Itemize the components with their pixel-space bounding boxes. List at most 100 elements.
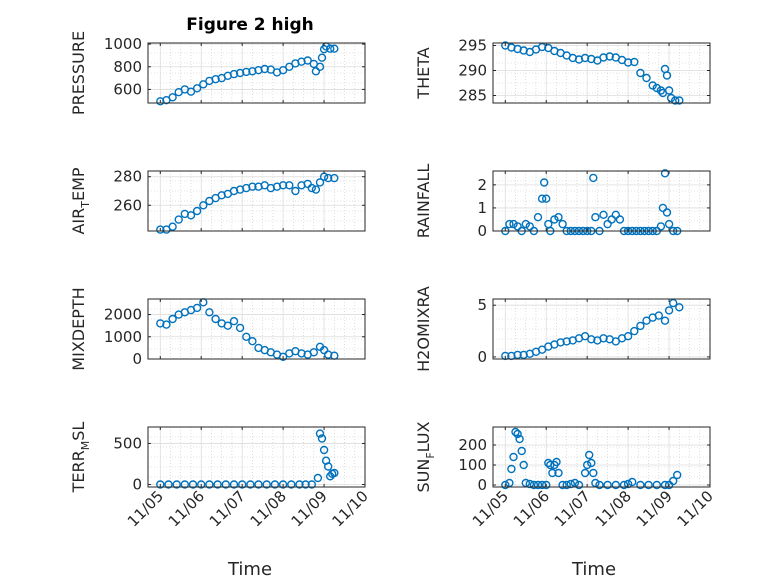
y-axis-label-main: PRESSURE (69, 31, 88, 115)
data-point (583, 460, 592, 470)
y-axis-label-tail: LUX (414, 421, 433, 452)
x-axis-label-right: Time (571, 559, 616, 580)
y-axis-label-main: RAINFALL (414, 164, 433, 239)
axes-box (147, 42, 366, 104)
y-tick-label: 500 (113, 434, 142, 452)
y-axis-label: SUNFLUX (414, 421, 437, 492)
data-point (278, 352, 288, 361)
data-point (664, 306, 674, 315)
data-point (554, 468, 563, 478)
data-point (662, 71, 672, 80)
data-point (278, 65, 288, 75)
data-point (595, 480, 604, 490)
y-axis-label-tail: SL (69, 422, 88, 441)
data-point (509, 219, 518, 229)
panel-theta: 285 290 295 THETA (414, 37, 711, 105)
data-point (229, 69, 239, 79)
data-point (330, 44, 339, 53)
y-tick-label: 295 (458, 37, 487, 55)
data-point (537, 480, 547, 490)
data-point (550, 215, 559, 224)
y-tick-label: 1 (477, 199, 487, 217)
y-axis-label-tail: EMP (69, 167, 88, 201)
data-point (505, 219, 514, 229)
data-point (636, 68, 645, 78)
data-point (587, 335, 596, 344)
data-point (180, 480, 190, 489)
data-point (287, 480, 296, 489)
data-point (199, 201, 208, 210)
data-point (285, 181, 294, 190)
y-axis-label: THETA (414, 47, 433, 99)
data-point (319, 345, 329, 355)
data-point (156, 97, 165, 106)
data-point (642, 73, 651, 83)
data-point (246, 480, 255, 489)
data-point (330, 173, 339, 183)
data-point (307, 480, 316, 489)
data-point (192, 206, 202, 216)
data-point (671, 96, 680, 105)
panel-rainfall: 0 1 2 RAINFALL (414, 164, 711, 240)
data-point (519, 350, 528, 360)
data-point (330, 468, 339, 478)
data-point (669, 298, 678, 308)
y-axis-label: RAINFALL (414, 164, 433, 239)
data-point (295, 480, 304, 489)
data-point (156, 319, 165, 328)
data-point (548, 468, 557, 478)
y-tick-label: 2000 (104, 306, 142, 324)
data-point (630, 57, 639, 67)
data-point (186, 211, 196, 220)
data-point (611, 210, 620, 220)
data-point (242, 67, 251, 77)
data-point (623, 332, 633, 341)
data-point (654, 311, 663, 320)
y-axis-label-subscript: F (424, 452, 437, 458)
data-point (262, 480, 271, 489)
data-point (517, 446, 526, 456)
y-tick-label: 0 (477, 476, 487, 494)
data-point (552, 457, 561, 467)
data-point (656, 222, 666, 231)
data-point (223, 321, 233, 330)
data-point (237, 480, 247, 489)
x-axis-label-left: Time (227, 559, 272, 580)
y-tick-label: 1000 (104, 328, 142, 346)
data-point (174, 215, 183, 224)
panel-air-temp: 260 280 AIRTEMP (69, 167, 366, 235)
data-point (603, 219, 612, 229)
data-point (315, 429, 325, 438)
panel-h2omixra: 0 5 H2OMIXRA (414, 286, 711, 372)
y-axis-label-subscript: T (79, 201, 92, 209)
data-point (533, 212, 543, 222)
y-axis-label: TERRMSL (69, 422, 92, 494)
data-point (511, 427, 520, 437)
axes-box (492, 426, 711, 488)
data-point (662, 208, 672, 217)
data-point (221, 480, 231, 489)
data-point (211, 74, 220, 84)
y-axis-label-main: THETA (414, 47, 433, 99)
axes-box (492, 42, 711, 104)
data-point (254, 480, 263, 489)
data-point (313, 473, 323, 483)
data-point (315, 62, 325, 72)
y-tick-label: 285 (458, 87, 487, 105)
y-tick-label: 2 (477, 176, 487, 194)
data-point (162, 320, 171, 329)
data-point (533, 480, 543, 490)
data-point (196, 480, 206, 489)
data-point (529, 480, 539, 490)
data-point (652, 83, 661, 93)
data-point (192, 84, 202, 93)
data-point (205, 480, 214, 489)
data-point (587, 458, 596, 468)
y-tick-label: 800 (113, 58, 142, 76)
data-point (542, 480, 551, 490)
data-point (324, 462, 333, 471)
y-axis-label-main: SUN (414, 459, 433, 493)
data-point (309, 348, 318, 357)
data-point (664, 219, 674, 229)
data-point (324, 173, 333, 183)
